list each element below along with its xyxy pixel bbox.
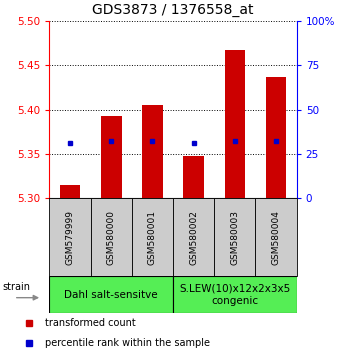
Text: strain: strain (2, 281, 30, 292)
Bar (49, 276, 173, 313)
Bar (173, 198, 214, 276)
Bar (91, 198, 132, 276)
Text: GSM579999: GSM579999 (65, 210, 75, 265)
Text: GSM580002: GSM580002 (189, 210, 198, 265)
Text: S.LEW(10)x12x2x3x5
congenic: S.LEW(10)x12x2x3x5 congenic (179, 284, 291, 306)
Title: GDS3873 / 1376558_at: GDS3873 / 1376558_at (92, 4, 254, 17)
Bar (214, 198, 255, 276)
Bar (173, 276, 297, 313)
Text: percentile rank within the sample: percentile rank within the sample (45, 338, 210, 348)
Text: GSM580000: GSM580000 (107, 210, 116, 265)
Bar (49, 198, 91, 276)
Text: GSM580001: GSM580001 (148, 210, 157, 265)
Text: Dahl salt-sensitve: Dahl salt-sensitve (64, 290, 158, 300)
Bar (60, 185, 80, 198)
Bar (266, 77, 286, 198)
Text: transformed count: transformed count (45, 318, 135, 328)
Bar (132, 198, 173, 276)
Text: GSM580004: GSM580004 (271, 210, 281, 265)
Bar (225, 50, 245, 198)
Bar (255, 198, 297, 276)
Bar (101, 116, 121, 198)
Bar (142, 105, 163, 198)
Bar (183, 156, 204, 198)
Text: GSM580003: GSM580003 (231, 210, 239, 265)
